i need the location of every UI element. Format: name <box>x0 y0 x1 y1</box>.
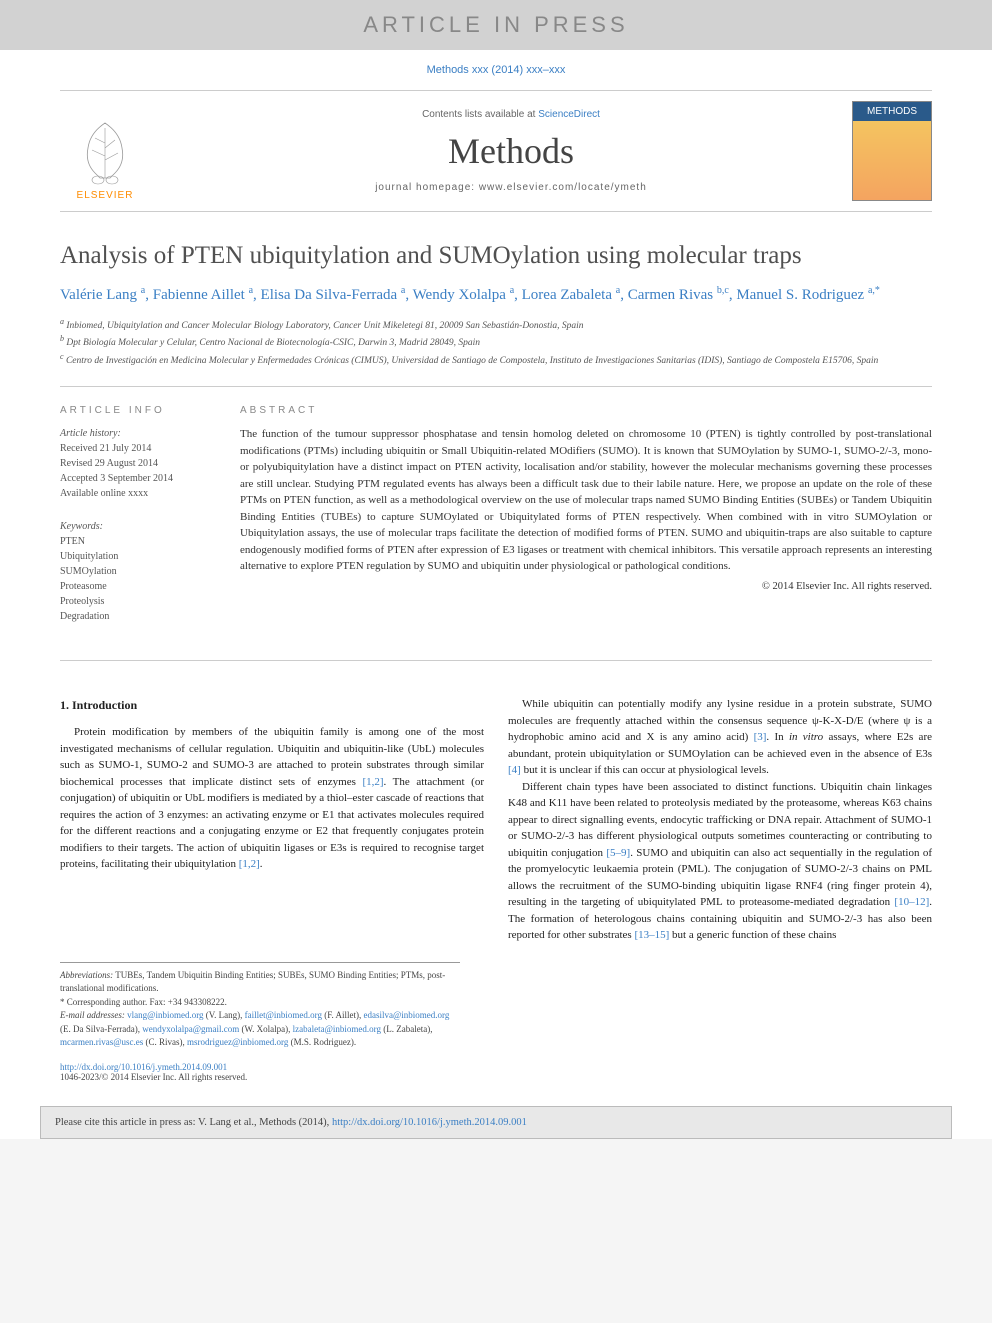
email-label: E-mail addresses: <box>60 1010 125 1020</box>
journal-name: Methods <box>170 130 852 172</box>
email-link[interactable]: mcarmen.rivas@usc.es <box>60 1037 143 1047</box>
ref-link[interactable]: [4] <box>508 764 521 776</box>
abstract-copyright: © 2014 Elsevier Inc. All rights reserved… <box>240 581 932 592</box>
homepage-prefix: journal homepage: <box>375 182 479 193</box>
homepage-url[interactable]: www.elsevier.com/locate/ymeth <box>479 182 647 193</box>
history-label: Article history: <box>60 426 220 441</box>
email-link[interactable]: wendyxolalpa@gmail.com <box>142 1024 239 1034</box>
article-title: Analysis of PTEN ubiquitylation and SUMO… <box>60 242 932 270</box>
cite-prefix: Please cite this article in press as: V.… <box>55 1117 332 1128</box>
ref-link[interactable]: [13–15] <box>634 929 669 941</box>
body-column-right: While ubiquitin can potentially modify a… <box>508 696 932 944</box>
history-line: Received 21 July 2014 <box>60 441 220 456</box>
ref-link[interactable]: [10–12] <box>894 896 929 908</box>
keyword: Degradation <box>60 609 220 624</box>
abstract-column: ABSTRACT The function of the tumour supp… <box>240 405 932 642</box>
keyword: Ubiquitylation <box>60 549 220 564</box>
elsevier-wordmark: ELSEVIER <box>77 190 134 201</box>
email-addresses-note: E-mail addresses: vlang@inbiomed.org (V.… <box>60 1009 460 1050</box>
intro-paragraph-1: Protein modification by members of the u… <box>60 724 484 873</box>
abstract-heading: ABSTRACT <box>240 405 932 416</box>
article-in-press-banner: ARTICLE IN PRESS <box>0 0 992 50</box>
article-info-column: ARTICLE INFO Article history: Received 2… <box>60 405 240 642</box>
doi-link[interactable]: http://dx.doi.org/10.1016/j.ymeth.2014.0… <box>60 1062 227 1072</box>
cover-label: METHODS <box>853 102 931 121</box>
ref-link[interactable]: [1,2] <box>239 858 260 870</box>
citation-top: Methods xxx (2014) xxx–xxx <box>0 50 992 90</box>
email-link[interactable]: faillet@inbiomed.org <box>245 1010 322 1020</box>
abstract-text: The function of the tumour suppressor ph… <box>240 426 932 575</box>
keyword: SUMOylation <box>60 564 220 579</box>
corresponding-author-note: * Corresponding author. Fax: +34 9433082… <box>60 996 460 1010</box>
body-column-left: 1. Introduction Protein modification by … <box>60 696 484 944</box>
journal-header: ELSEVIER Contents lists available at Sci… <box>60 90 932 212</box>
history-line: Accepted 3 September 2014 <box>60 471 220 486</box>
section-heading-intro: 1. Introduction <box>60 696 484 714</box>
contents-list-line: Contents lists available at ScienceDirec… <box>170 109 852 120</box>
intro-paragraph-2: While ubiquitin can potentially modify a… <box>508 696 932 779</box>
issn-copyright: 1046-2023/© 2014 Elsevier Inc. All right… <box>60 1072 247 1082</box>
ref-link[interactable]: [3] <box>754 731 767 743</box>
journal-homepage: journal homepage: www.elsevier.com/locat… <box>170 182 852 193</box>
contents-prefix: Contents lists available at <box>422 109 538 120</box>
keywords-label: Keywords: <box>60 519 220 534</box>
email-link[interactable]: edasilva@inbiomed.org <box>364 1010 450 1020</box>
footnotes: Abbreviations: TUBEs, Tandem Ubiquitin B… <box>60 962 460 1050</box>
intro-paragraph-3: Different chain types have been associat… <box>508 779 932 944</box>
abbrev-label: Abbreviations: <box>60 970 113 980</box>
article-info-heading: ARTICLE INFO <box>60 405 220 416</box>
ref-link[interactable]: [5–9] <box>606 847 630 859</box>
abbreviations-note: Abbreviations: TUBEs, Tandem Ubiquitin B… <box>60 969 460 996</box>
elsevier-tree-icon <box>70 118 140 188</box>
email-link[interactable]: vlang@inbiomed.org <box>127 1010 203 1020</box>
authors-list: Valérie Lang a, Fabienne Aillet a, Elisa… <box>60 284 932 306</box>
email-link[interactable]: msrodriguez@inbiomed.org <box>187 1037 288 1047</box>
cite-doi-link[interactable]: http://dx.doi.org/10.1016/j.ymeth.2014.0… <box>332 1117 527 1128</box>
keyword: Proteolysis <box>60 594 220 609</box>
sciencedirect-link[interactable]: ScienceDirect <box>538 109 600 120</box>
elsevier-logo: ELSEVIER <box>60 101 150 201</box>
keyword: Proteasome <box>60 579 220 594</box>
journal-cover-thumb: METHODS <box>852 101 932 201</box>
keyword: PTEN <box>60 534 220 549</box>
ref-link[interactable]: [1,2] <box>362 776 383 788</box>
email-link[interactable]: lzabaleta@inbiomed.org <box>293 1024 381 1034</box>
affiliations: a Inbiomed, Ubiquitylation and Cancer Mo… <box>60 316 932 368</box>
citation-footer: Please cite this article in press as: V.… <box>40 1106 952 1139</box>
abbrev-text: TUBEs, Tandem Ubiquitin Binding Entities… <box>60 970 445 994</box>
history-line: Available online xxxx <box>60 486 220 501</box>
doi-block: http://dx.doi.org/10.1016/j.ymeth.2014.0… <box>60 1062 932 1082</box>
history-line: Revised 29 August 2014 <box>60 456 220 471</box>
